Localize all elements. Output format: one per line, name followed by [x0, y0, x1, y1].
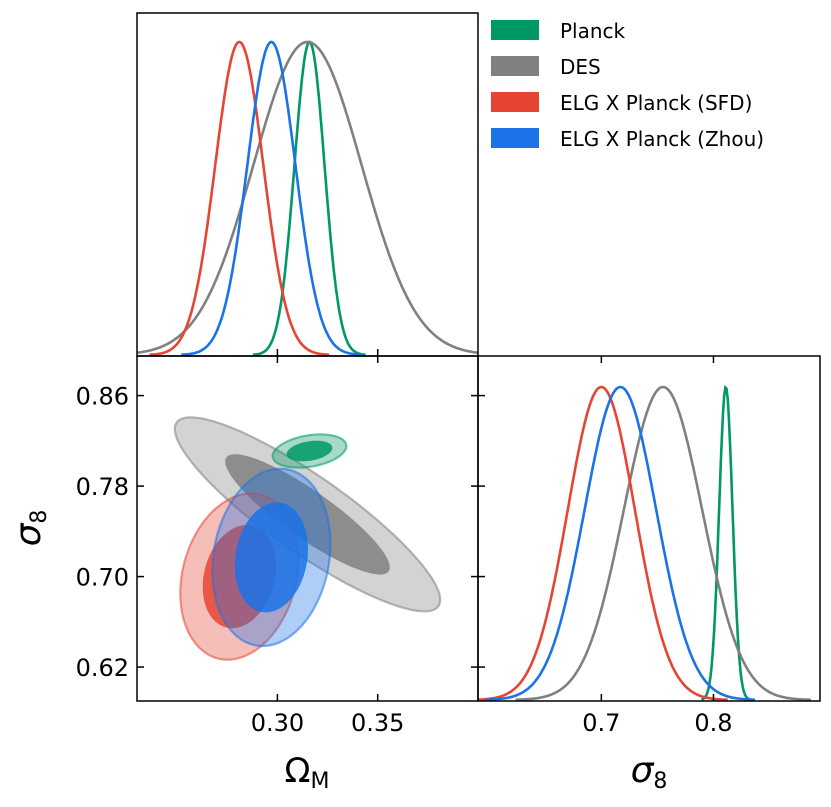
- tick-layer: 0.30 0.35 0.86 0.78 0.70 0.62 0.7 0.8: [76, 349, 733, 737]
- legend-swatch-elg-x-planck-sfd: [491, 92, 539, 112]
- omega-m-curve-elg-x-planck-zhou: [181, 40, 363, 356]
- sigma8-curve-des: [515, 385, 811, 701]
- sigma8-curve-planck: [700, 384, 751, 701]
- contour-1sigma-planck: [286, 440, 333, 462]
- sigma8-marginal-panel: [477, 355, 821, 702]
- contour-1sigma-des: [225, 454, 390, 575]
- legend-swatch-planck: [491, 20, 539, 40]
- omega-m-curve-elg-x-planck-sfd: [149, 40, 330, 356]
- legend-label-elg-x-planck-zhou: ELG X Planck (Zhou): [560, 127, 764, 151]
- legend-label-elg-x-planck-sfd: ELG X Planck (SFD): [560, 91, 752, 115]
- sigma8-tick-label-bottom: 0.8: [694, 709, 732, 737]
- legend-label-des: DES: [560, 55, 601, 79]
- omega-m-marginal-curves: [137, 40, 478, 356]
- xlabel-omega-m: ΩM: [285, 751, 330, 794]
- legend-swatch-elg-x-planck-zhou: [491, 128, 539, 148]
- omega-m-curve-des: [137, 40, 478, 355]
- ylabel-sigma8: σ8: [8, 510, 52, 547]
- contour-1sigma-elg-x-planck-zhou: [234, 502, 308, 613]
- sigma8-marginal-curves: [478, 384, 811, 701]
- sigma8-tick-label: 0.78: [76, 473, 129, 501]
- sigma8-tick-label: 0.62: [76, 654, 129, 682]
- legend-label-planck: Planck: [560, 19, 626, 43]
- xlabel-sigma8: σ8: [631, 750, 668, 794]
- sigma8-curve-elg-x-planck-zhou: [486, 385, 755, 701]
- sigma8-tick-label: 0.70: [76, 564, 129, 592]
- sigma8-tick-label-bottom: 0.7: [582, 709, 620, 737]
- contour-layer: [173, 416, 442, 661]
- legend-swatch-des: [491, 56, 539, 76]
- sigma8-curve-elg-x-planck-sfd: [478, 385, 728, 701]
- omega-m-curve-planck: [252, 40, 366, 356]
- omega-m-marginal-panel: [136, 12, 479, 357]
- sigma8-tick-label: 0.86: [76, 383, 129, 411]
- legend: Planck DES ELG X Planck (SFD) ELG X Planck …: [491, 19, 764, 151]
- omega-m-tick-label: 0.30: [251, 709, 304, 737]
- omega-m-tick-label: 0.35: [351, 709, 404, 737]
